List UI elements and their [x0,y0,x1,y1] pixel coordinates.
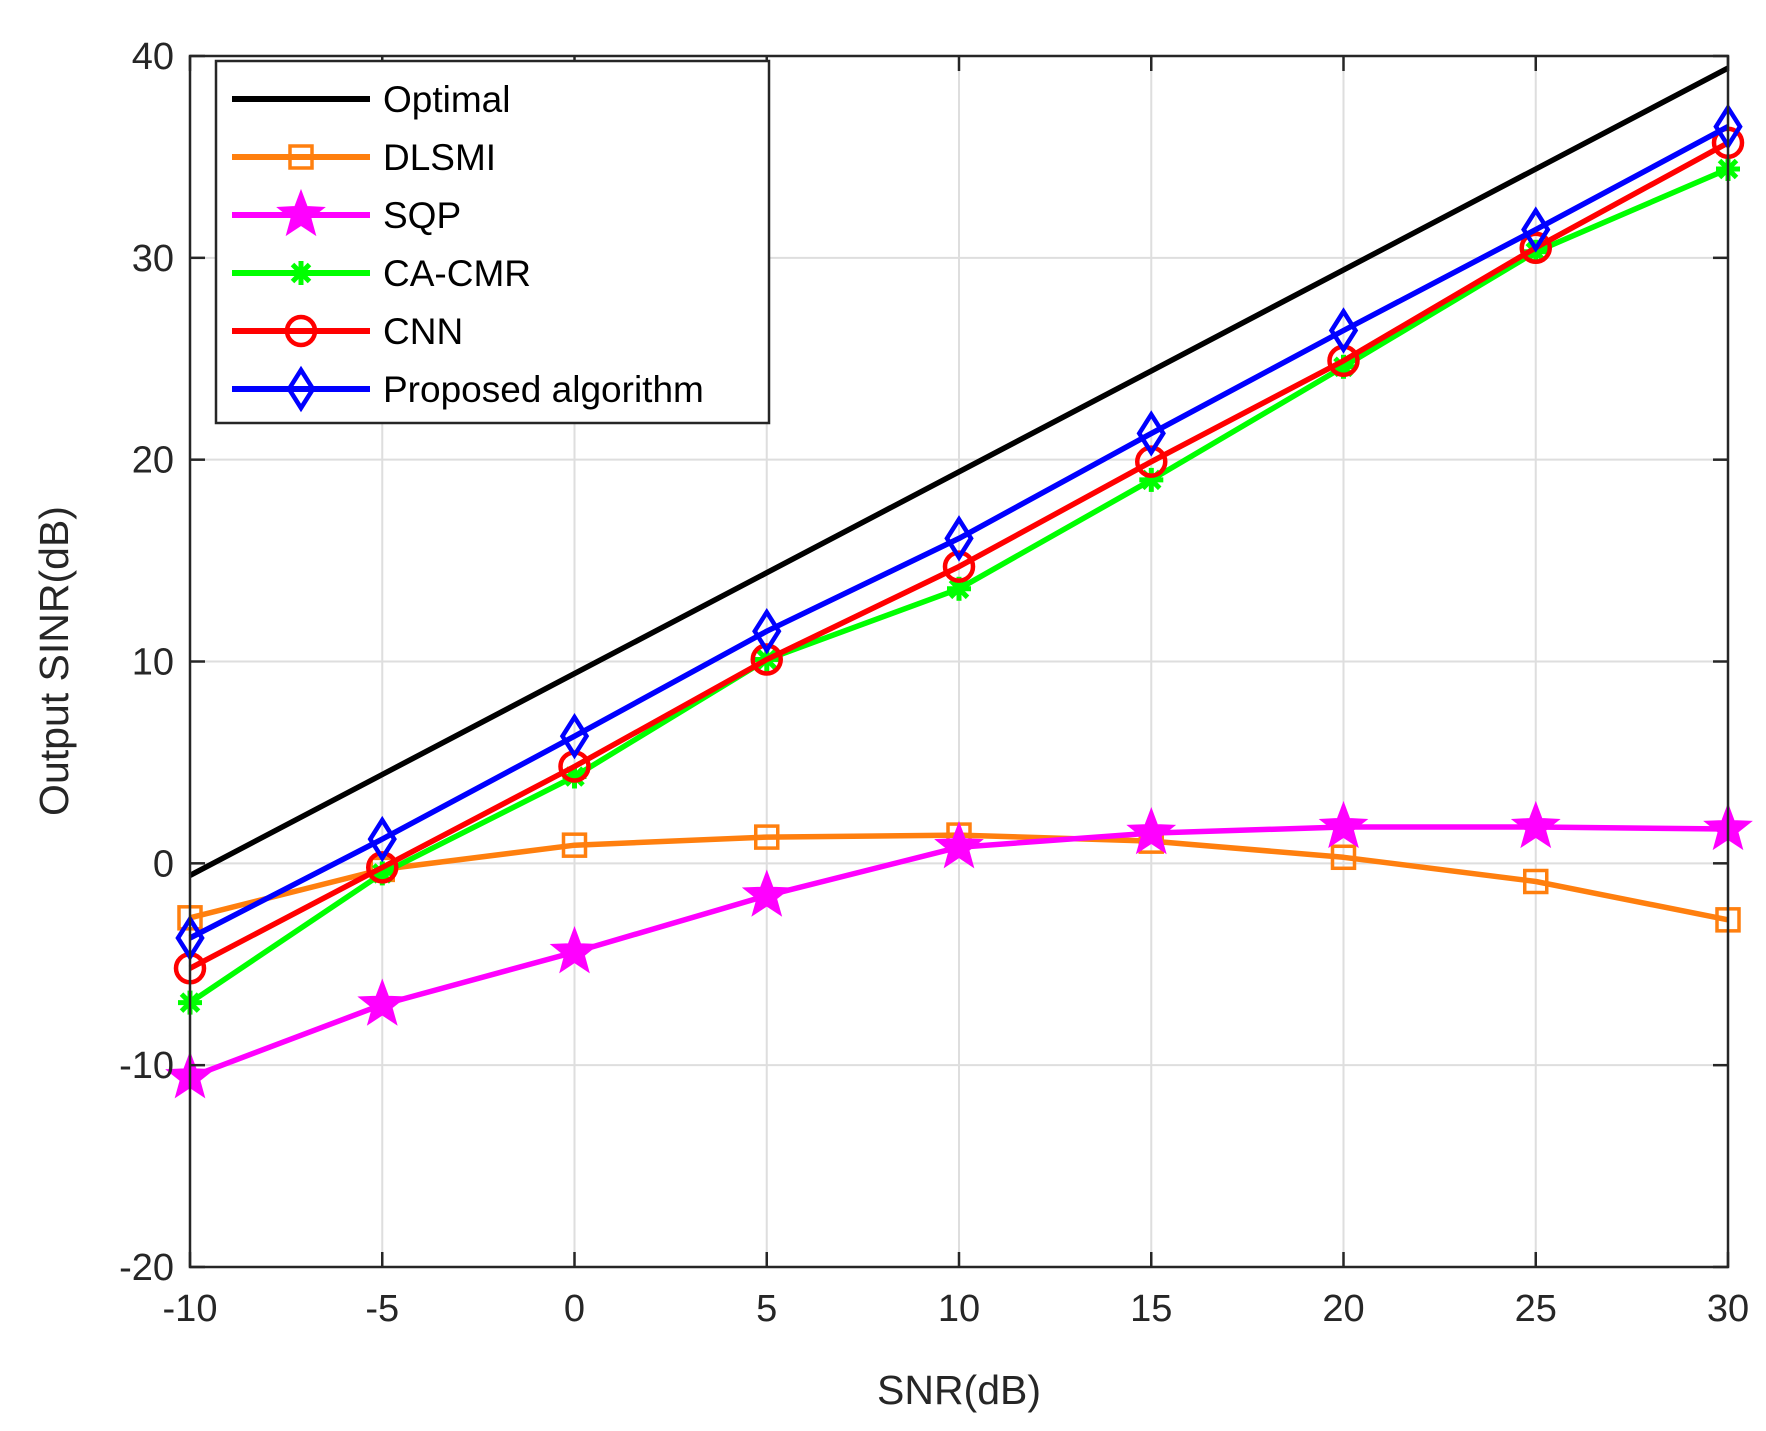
data-point-dlsmi [1330,844,1357,871]
legend-label-ca-cmr: CA-CMR [383,253,531,294]
series-line-optimal [188,65,1730,878]
series-line-proposed-algorithm [188,124,1730,941]
y-tick-label: -20 [119,1247,174,1289]
y-tick-label: 30 [132,238,174,280]
legend-label-dlsmi: DLSMI [383,137,496,178]
x-tick-label: 15 [1130,1288,1172,1330]
data-point-dlsmi [754,824,780,850]
data-point-cnn [750,643,783,676]
data-point-sqp [1126,806,1177,855]
legend-label-cnn: CNN [383,311,463,352]
legend-marker-dlsmi [288,144,314,170]
x-tick-label: -5 [365,1288,399,1330]
data-point-proposed-algorithm [367,815,397,863]
y-tick-label: 0 [153,843,174,885]
data-point-sqp [741,869,792,917]
data-point-cnn [942,550,976,583]
x-tick-labels: -10 -5 0 5 10 15 20 25 30 [163,1288,1750,1330]
x-tick-label: 5 [756,1288,777,1330]
data-point-cnn [1519,231,1552,264]
y-tick-labels: -20 -10 0 10 20 30 40 [119,36,174,1289]
data-point-proposed-algorithm [752,608,782,655]
data-point-sqp [1510,800,1561,849]
legend-box [214,59,771,425]
legend-label-optimal: Optimal [383,79,510,120]
legend-marker-ca-cmr [289,261,313,285]
y-tick-label: 40 [132,36,174,78]
data-point-dlsmi [1523,868,1549,895]
data-point-proposed-algorithm [1136,410,1166,457]
data-point-sqp [357,978,408,1026]
data-point-proposed-algorithm [1521,206,1551,253]
legend-marker-sqp [276,188,326,237]
x-tick-label: 0 [564,1288,585,1330]
data-point-cnn [1135,445,1168,478]
legend-marker-cnn [284,314,318,348]
x-tick-label: 25 [1515,1288,1557,1330]
series-layer [165,65,1753,1099]
data-point-proposed-algorithm [944,515,974,562]
data-point-sqp [934,821,984,869]
x-tick-label: -10 [163,1288,218,1330]
legend: Optimal DLSMI SQP CA-CMR CNN Proposed algorit… [214,59,771,425]
series-line-cnn [188,140,1730,971]
x-tick-label: 10 [938,1288,980,1330]
data-point-proposed-algorithm [559,712,590,760]
legend-marker-proposed-algorithm [286,365,316,413]
data-point-dlsmi [561,832,588,858]
data-point-proposed-algorithm [1328,307,1359,354]
data-point-cnn [366,851,399,884]
y-tick-label: 10 [132,642,174,684]
data-point-sqp [1318,800,1369,849]
x-tick-label: 20 [1322,1288,1364,1330]
x-axis-label: SNR(dB) [877,1367,1041,1413]
legend-label-proposed-algorithm: Proposed algorithm [383,369,704,410]
x-tick-label: 30 [1707,1288,1749,1330]
y-tick-label: 20 [132,440,174,482]
data-point-sqp [549,925,600,974]
legend-label-sqp: SQP [383,195,461,236]
y-axis-label: Output SINR(dB) [31,506,77,816]
y-tick-label: -10 [119,1045,174,1087]
ticks [188,54,1730,1269]
